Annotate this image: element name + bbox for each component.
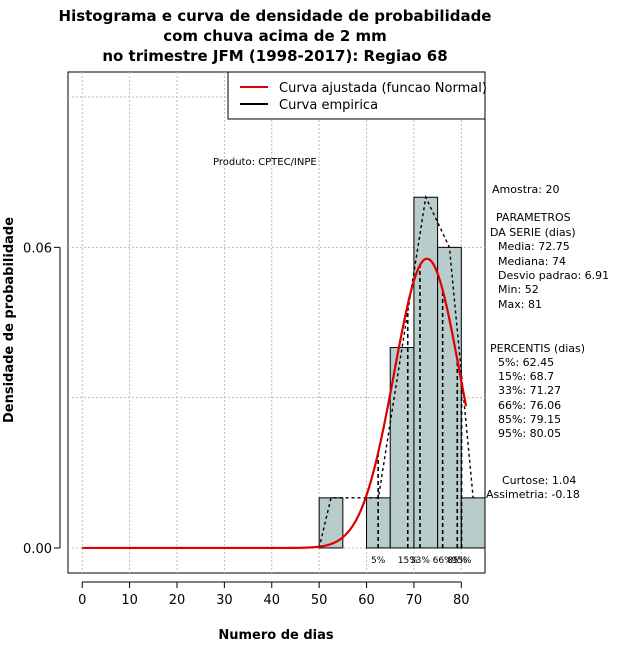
produto-label: Produto: CPTEC/INPE bbox=[213, 157, 317, 168]
empirical-curve-line bbox=[318, 194, 474, 549]
stat-assimetria: Assimetria: -0.18 bbox=[486, 488, 580, 501]
x-tick-label-6: 60 bbox=[358, 593, 375, 608]
x-tick-label-2: 20 bbox=[169, 593, 186, 608]
stat-params-heading-2: DA SERIE (dias) bbox=[490, 226, 576, 239]
chart-title-line-2: com chuva acima de 2 mm bbox=[163, 27, 387, 45]
percentile-label-1: 15% bbox=[398, 556, 418, 566]
x-tick-label-8: 80 bbox=[453, 593, 470, 608]
percentile-lines: 5% 15%33% 66%85%95% bbox=[371, 265, 472, 566]
stat-min: Min: 52 bbox=[498, 283, 539, 296]
histogram-bar-5 bbox=[460, 497, 486, 549]
percentile-label-4: 85% bbox=[447, 556, 467, 566]
stat-mediana: Mediana: 74 bbox=[498, 255, 566, 268]
legend-normal-label: Curva ajustada (funcao Normal) bbox=[279, 81, 487, 96]
stat-percentis-heading: PERCENTIS (dias) bbox=[490, 342, 585, 355]
x-tick-label-4: 40 bbox=[263, 593, 280, 608]
stat-p33: 33%: 71.27 bbox=[498, 384, 561, 397]
y-tick-label-1: 0.06 bbox=[23, 241, 52, 256]
stat-max: Max: 81 bbox=[498, 298, 542, 311]
stat-media: Media: 72.75 bbox=[498, 240, 570, 253]
percentile-label-0: 5% bbox=[371, 556, 386, 566]
chart-title-line-3: no trimestre JFM (1998-2017): Regiao 68 bbox=[102, 47, 447, 65]
legend-box bbox=[227, 71, 486, 120]
stat-desvio: Desvio padrao: 6.91 bbox=[498, 269, 609, 282]
x-tick-label-1: 10 bbox=[121, 593, 138, 608]
y-tick-label-0: 0.00 bbox=[23, 542, 52, 557]
percentile-label-3: 66% bbox=[433, 556, 453, 566]
x-tick-label-0: 0 bbox=[78, 593, 86, 608]
empirical-curve bbox=[318, 194, 474, 549]
legend-empirical-label: Curva empirica bbox=[279, 98, 378, 113]
stat-p15: 15%: 68.7 bbox=[498, 370, 554, 383]
normal-curve-line bbox=[82, 257, 468, 550]
x-tick-label-5: 50 bbox=[311, 593, 328, 608]
histogram-bar-0 bbox=[318, 497, 344, 549]
y-axis-label: Densidade de probabilidade bbox=[2, 217, 17, 423]
chart-title-line-1: Histograma e curva de densidade de proba… bbox=[59, 7, 492, 25]
x-tick-label-7: 70 bbox=[406, 593, 423, 608]
percentile-label-5: 95% bbox=[452, 556, 472, 566]
legend: Curva ajustada (funcao Normal) Curva emp… bbox=[227, 71, 487, 120]
normal-curve bbox=[82, 257, 468, 550]
percentile-label-2: 33% bbox=[410, 556, 430, 566]
x-tick-label-3: 30 bbox=[216, 593, 233, 608]
axes: 0 10 20 30 40 50 60 70 80 0.00 0.06 bbox=[23, 241, 470, 608]
stat-params-heading-1: PARAMETROS bbox=[496, 211, 571, 224]
stat-p66: 66%: 76.06 bbox=[498, 399, 561, 412]
stat-p95: 95%: 80.05 bbox=[498, 427, 561, 440]
stat-curtose: Curtose: 1.04 bbox=[502, 474, 576, 487]
x-axis-label: Numero de dias bbox=[218, 628, 334, 643]
stats-panel: Amostra: 20 PARAMETROS DA SERIE (dias) M… bbox=[486, 183, 609, 501]
stat-amostra: Amostra: 20 bbox=[492, 183, 559, 196]
stat-p85: 85%: 79.15 bbox=[498, 413, 561, 426]
stat-p5: 5%: 62.45 bbox=[498, 356, 554, 369]
